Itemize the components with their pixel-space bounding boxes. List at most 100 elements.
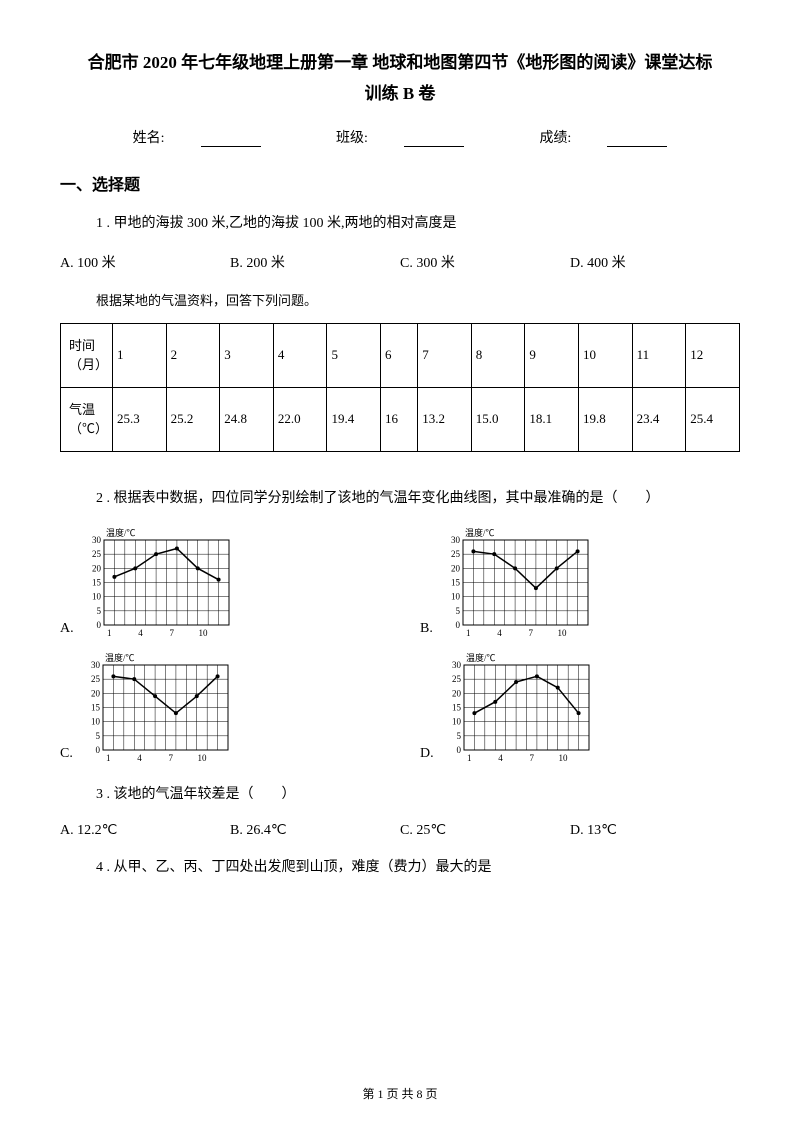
q1-options: A. 100 米 B. 200 米 C. 300 米 D. 400 米 <box>60 252 740 272</box>
svg-text:7: 7 <box>528 628 533 638</box>
q3-text: 3 . 该地的气温年较差是（ ） <box>96 784 740 806</box>
svg-text:10: 10 <box>452 717 462 727</box>
svg-text:5: 5 <box>95 731 100 741</box>
svg-text:20: 20 <box>452 688 462 698</box>
svg-text:30: 30 <box>451 535 461 545</box>
q3-options: A. 12.2℃ B. 26.4℃ C. 25℃ D. 13℃ <box>60 822 740 839</box>
svg-text:15: 15 <box>451 577 461 587</box>
name-label: 姓名: <box>133 131 165 146</box>
svg-text:10: 10 <box>197 753 207 763</box>
svg-text:10: 10 <box>451 592 461 602</box>
q3-optB: B. 26.4℃ <box>230 822 400 839</box>
svg-text:温度/℃: 温度/℃ <box>106 527 136 538</box>
cell: 4 <box>273 323 327 387</box>
score-label: 成绩: <box>539 131 571 146</box>
chart-row-1: A. 温度/℃05101520253014710 B. 温度/℃05101520… <box>60 526 740 641</box>
svg-text:25: 25 <box>92 549 102 559</box>
cell: 2 <box>166 323 220 387</box>
table-row-months: 时间（月） 1 2 3 4 5 6 7 8 9 10 11 12 <box>61 323 740 387</box>
cell: 19.8 <box>579 387 633 451</box>
cell: 6 <box>381 323 418 387</box>
cell: 15.0 <box>471 387 525 451</box>
svg-text:10: 10 <box>557 628 567 638</box>
chart-row-2: C. 温度/℃05101520253014710 D. 温度/℃05101520… <box>60 651 740 766</box>
svg-text:10: 10 <box>558 753 568 763</box>
section-heading: 一、选择题 <box>60 171 740 195</box>
cell: 25.2 <box>166 387 220 451</box>
svg-text:15: 15 <box>452 702 462 712</box>
svg-text:20: 20 <box>451 563 461 573</box>
q3-optA: A. 12.2℃ <box>60 822 230 839</box>
q1-optA: A. 100 米 <box>60 252 230 272</box>
cell: 24.8 <box>220 387 274 451</box>
svg-text:4: 4 <box>498 753 503 763</box>
cell: 5 <box>327 323 381 387</box>
cell: 18.1 <box>525 387 579 451</box>
info-line: 姓名: 班级: 成绩: <box>60 127 740 147</box>
svg-text:25: 25 <box>451 549 461 559</box>
cell: 12 <box>686 323 740 387</box>
svg-text:30: 30 <box>452 660 462 670</box>
cell: 11 <box>632 323 686 387</box>
svg-text:1: 1 <box>467 753 472 763</box>
cell: 25.3 <box>113 387 167 451</box>
svg-text:温度/℃: 温度/℃ <box>466 652 496 663</box>
svg-text:30: 30 <box>91 660 101 670</box>
class-blank <box>404 133 464 147</box>
row1-header: 时间（月） <box>61 323 113 387</box>
svg-text:5: 5 <box>455 606 460 616</box>
svg-text:5: 5 <box>96 606 101 616</box>
svg-text:0: 0 <box>95 745 100 755</box>
cell: 23.4 <box>632 387 686 451</box>
svg-text:20: 20 <box>91 688 101 698</box>
page-footer: 第 1 页 共 8 页 <box>0 1085 800 1102</box>
svg-text:温度/℃: 温度/℃ <box>465 527 495 538</box>
svg-text:1: 1 <box>106 753 111 763</box>
svg-text:7: 7 <box>168 753 173 763</box>
note-text: 根据某地的气温资料，回答下列问题。 <box>96 290 740 309</box>
svg-text:1: 1 <box>107 628 112 638</box>
q1-text: 1 . 甲地的海拔 300 米,乙地的海拔 100 米,两地的相对高度是 <box>96 213 740 235</box>
svg-text:10: 10 <box>91 717 101 727</box>
exam-title: 合肥市 2020 年七年级地理上册第一章 地球和地图第四节《地形图的阅读》课堂达… <box>60 48 740 109</box>
chart-C: 温度/℃ 0 5 10 15 20 25 30 1 4 7 10 <box>79 651 234 766</box>
svg-text:0: 0 <box>456 745 461 755</box>
q3-optC: C. 25℃ <box>400 822 570 839</box>
svg-text:1: 1 <box>466 628 471 638</box>
q1-optB: B. 200 米 <box>230 252 400 272</box>
q3-optD: D. 13℃ <box>570 822 740 839</box>
cell: 19.4 <box>327 387 381 451</box>
class-label: 班级: <box>336 131 368 146</box>
svg-text:15: 15 <box>91 702 101 712</box>
name-blank <box>201 133 261 147</box>
cell: 13.2 <box>418 387 472 451</box>
svg-text:30: 30 <box>92 535 102 545</box>
cell: 1 <box>113 323 167 387</box>
svg-text:7: 7 <box>169 628 174 638</box>
score-blank <box>607 133 667 147</box>
svg-text:10: 10 <box>198 628 208 638</box>
title-line2: 训练 B 卷 <box>60 79 740 110</box>
label-A: A. <box>60 621 74 641</box>
cell: 3 <box>220 323 274 387</box>
cell: 9 <box>525 323 579 387</box>
cell: 10 <box>579 323 633 387</box>
label-C: C. <box>60 746 73 766</box>
q1-optD: D. 400 米 <box>570 252 740 272</box>
svg-text:15: 15 <box>92 577 102 587</box>
cell: 7 <box>418 323 472 387</box>
svg-text:0: 0 <box>96 620 101 630</box>
title-line1: 合肥市 2020 年七年级地理上册第一章 地球和地图第四节《地形图的阅读》课堂达… <box>60 48 740 79</box>
label-B: B. <box>420 621 433 641</box>
row2-header: 气温（℃） <box>61 387 113 451</box>
svg-text:10: 10 <box>92 592 102 602</box>
q2-text: 2 . 根据表中数据，四位同学分别绘制了该地的气温年变化曲线图，其中最准确的是（… <box>96 488 740 510</box>
svg-text:25: 25 <box>91 674 101 684</box>
svg-text:4: 4 <box>137 753 142 763</box>
chart-B: 温度/℃05101520253014710 <box>439 526 594 641</box>
svg-text:4: 4 <box>138 628 143 638</box>
cell: 8 <box>471 323 525 387</box>
cell: 25.4 <box>686 387 740 451</box>
svg-text:20: 20 <box>92 563 102 573</box>
svg-text:温度/℃: 温度/℃ <box>105 652 135 663</box>
